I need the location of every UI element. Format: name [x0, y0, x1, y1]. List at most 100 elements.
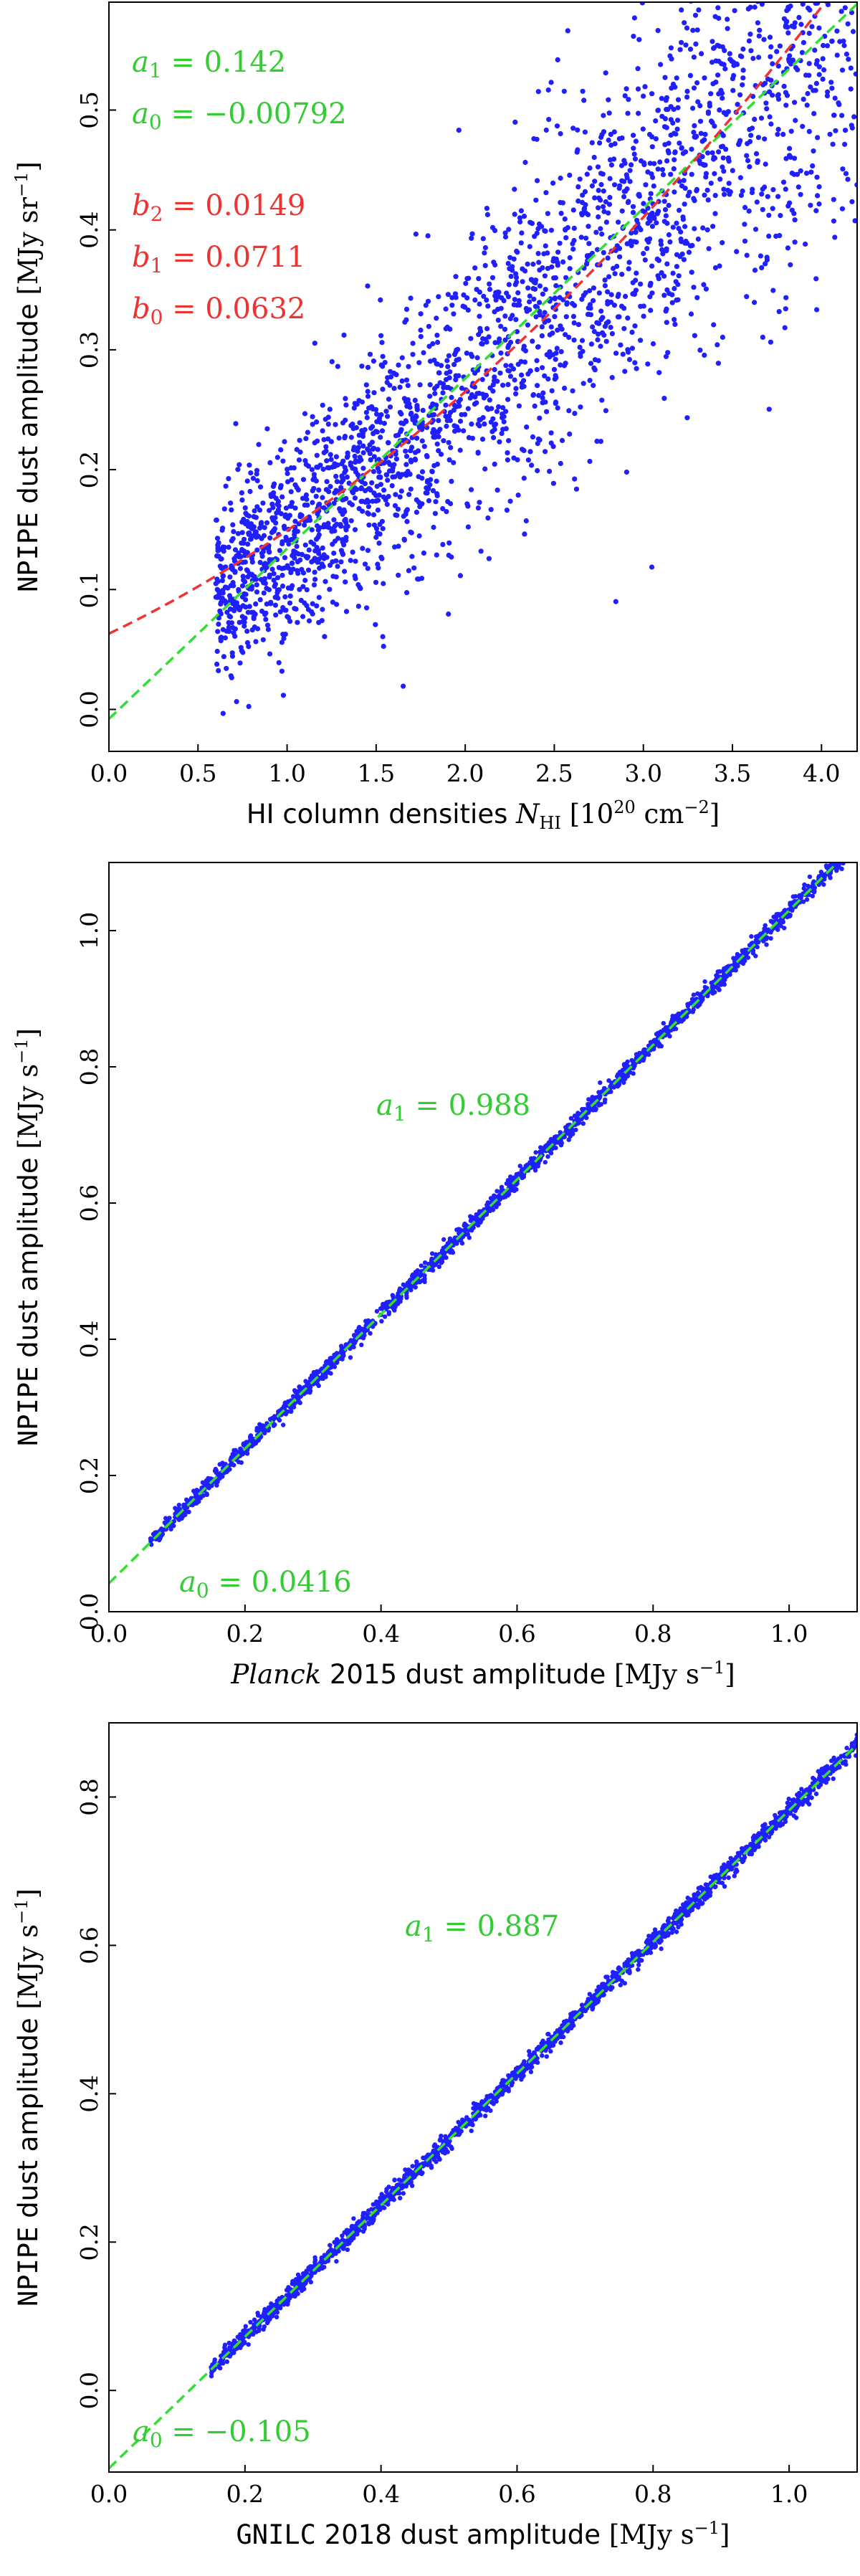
- data-point: [705, 197, 711, 203]
- data-point: [416, 360, 422, 366]
- data-point: [287, 593, 293, 599]
- data-point: [448, 445, 454, 450]
- data-point: [294, 543, 300, 549]
- data-point: [563, 235, 569, 241]
- data-point: [426, 1261, 431, 1267]
- data-point: [718, 144, 725, 150]
- data-point: [555, 260, 560, 266]
- data-point: [216, 540, 221, 546]
- data-point: [419, 576, 425, 581]
- data-point: [836, 855, 841, 859]
- data-point: [799, 49, 805, 55]
- scatter-points: [213, 2, 857, 716]
- data-point: [813, 80, 819, 86]
- data-point: [244, 628, 250, 635]
- data-point: [503, 409, 509, 414]
- data-point: [282, 439, 287, 445]
- data-point: [403, 377, 410, 383]
- data-point: [302, 457, 308, 464]
- data-point: [224, 609, 230, 615]
- data-point: [354, 1329, 359, 1334]
- data-point: [726, 181, 732, 186]
- data-point: [663, 213, 669, 219]
- data-point: [331, 517, 337, 523]
- data-point: [371, 390, 377, 396]
- data-point: [217, 1462, 222, 1467]
- data-point: [605, 255, 611, 261]
- data-point: [672, 157, 677, 163]
- data-point: [434, 315, 439, 321]
- data-point: [785, 30, 791, 36]
- x-tick-label: 3.5: [714, 759, 751, 787]
- data-point: [296, 457, 302, 463]
- data-point: [239, 583, 246, 589]
- data-point: [268, 492, 274, 498]
- data-point: [596, 188, 601, 194]
- data-point: [559, 437, 565, 444]
- data-point: [654, 211, 660, 217]
- data-point: [722, 1865, 728, 1871]
- data-point: [783, 90, 788, 95]
- data-point: [747, 164, 752, 170]
- data-point: [808, 202, 813, 208]
- data-point: [629, 346, 636, 351]
- data-point: [505, 396, 511, 402]
- data-point: [352, 453, 358, 460]
- data-point: [598, 1102, 603, 1107]
- data-point: [845, 176, 851, 182]
- data-point: [676, 226, 682, 232]
- data-point: [591, 328, 598, 335]
- data-point: [260, 637, 266, 642]
- data-point: [603, 1097, 608, 1103]
- data-point: [444, 509, 449, 515]
- data-point: [512, 212, 517, 217]
- data-point: [570, 313, 577, 319]
- data-point: [848, 86, 854, 92]
- data-point: [565, 28, 570, 34]
- data-point: [310, 601, 315, 607]
- data-point: [234, 699, 239, 705]
- data-point: [465, 503, 471, 509]
- data-point: [618, 303, 625, 309]
- data-point: [228, 673, 234, 679]
- data-point: [254, 589, 260, 595]
- data-point: [220, 574, 226, 579]
- data-point: [264, 601, 269, 607]
- data-point: [417, 382, 423, 388]
- data-point: [846, 57, 851, 62]
- data-point: [472, 265, 478, 271]
- data-point: [592, 179, 598, 184]
- data-point: [494, 409, 500, 414]
- data-point: [820, 56, 826, 62]
- data-point: [670, 270, 676, 276]
- data-point: [350, 465, 355, 471]
- data-point: [644, 237, 650, 243]
- data-point: [798, 168, 803, 174]
- data-point: [796, 14, 802, 20]
- y-tick-label: 0.4: [75, 211, 103, 248]
- data-point: [368, 487, 373, 493]
- data-point: [770, 287, 776, 293]
- data-point: [457, 573, 464, 579]
- data-point: [702, 979, 707, 984]
- data-point: [440, 1255, 446, 1261]
- data-point: [366, 522, 372, 528]
- data-point: [503, 363, 509, 369]
- data-point: [457, 418, 464, 424]
- data-point: [221, 654, 226, 660]
- data-point: [798, 895, 803, 900]
- data-point: [543, 190, 549, 196]
- data-point: [552, 314, 558, 320]
- data-point: [611, 156, 617, 162]
- data-point: [591, 285, 597, 291]
- data-point: [236, 1460, 242, 1465]
- data-point: [236, 586, 242, 593]
- data-point: [601, 209, 607, 214]
- data-point: [363, 382, 369, 388]
- data-point: [408, 412, 414, 417]
- data-point: [446, 611, 452, 617]
- data-point: [358, 586, 363, 591]
- data-point: [371, 469, 377, 475]
- data-point: [521, 214, 527, 219]
- data-point: [462, 1223, 467, 1228]
